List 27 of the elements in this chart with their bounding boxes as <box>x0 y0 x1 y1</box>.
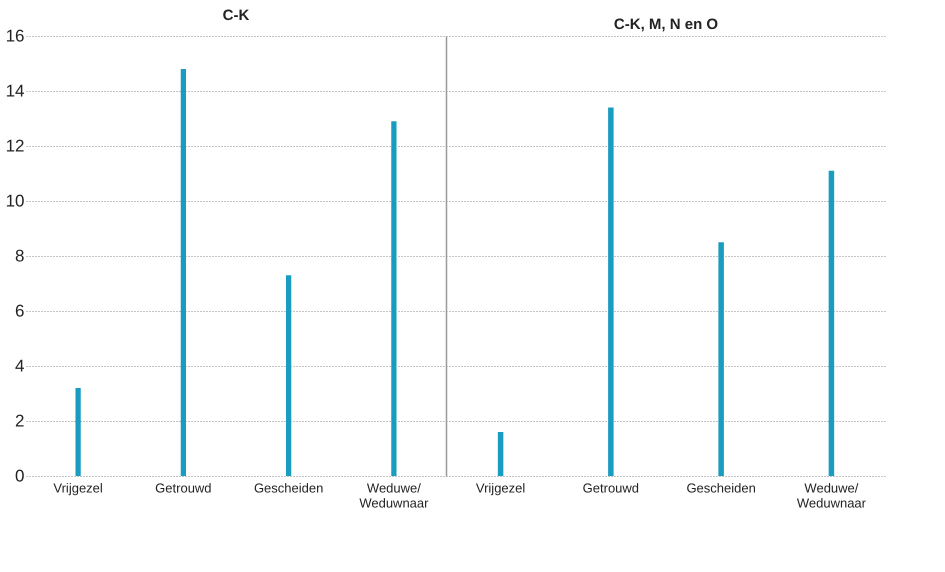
bar <box>75 388 81 476</box>
y-tick-label: 8 <box>15 246 24 266</box>
bar <box>286 275 292 476</box>
x-tick-label: Weduwe/ Weduwnaar <box>359 480 430 510</box>
y-tick-label: 2 <box>15 412 24 430</box>
x-tick-label: Getrouwd <box>582 480 640 496</box>
bar <box>718 242 724 476</box>
y-tick-label: 10 <box>6 192 24 210</box>
y-tick-label: 6 <box>15 302 24 320</box>
x-tick-label: Vrijgezel <box>53 480 103 496</box>
x-tick-label: Vrijgezel <box>476 480 526 496</box>
bar <box>828 170 834 476</box>
bar <box>180 69 186 476</box>
y-tick-label: 14 <box>6 82 24 100</box>
x-tick-label: Getrouwd <box>155 480 212 496</box>
x-tick-label: Gescheiden <box>254 480 324 496</box>
chart-title: C-K <box>222 7 250 24</box>
y-tick-label: 4 <box>15 356 24 376</box>
x-tick-label: Gescheiden <box>686 480 756 496</box>
y-tick-label: 12 <box>6 136 24 156</box>
bar <box>608 108 614 476</box>
y-tick-label: 0 <box>15 466 24 486</box>
x-tick-label: Weduwe/ Weduwnaar <box>796 480 867 510</box>
chart-title: C-K, M, N en O <box>614 16 718 33</box>
bar <box>498 432 504 476</box>
bar <box>391 121 397 476</box>
y-tick-label: 16 <box>6 26 24 46</box>
